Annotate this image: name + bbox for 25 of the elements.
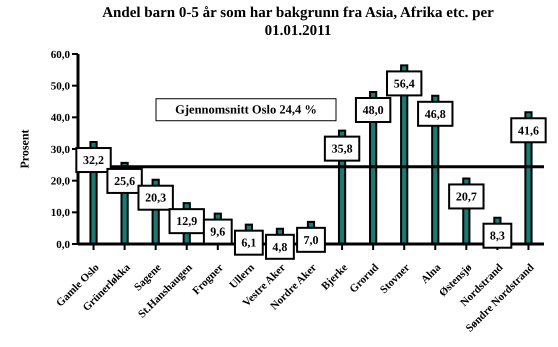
data-label: 46,8 <box>424 106 446 121</box>
y-tick-label: 50,0 <box>50 80 70 93</box>
data-label: 12,9 <box>176 214 198 228</box>
data-label: 25,6 <box>114 174 136 188</box>
y-tick-label: 0,0 <box>56 238 70 251</box>
y-tick-label: 40,0 <box>50 112 70 124</box>
y-axis-title: Prosent <box>17 129 32 169</box>
data-label: 9,6 <box>210 224 226 239</box>
data-label: 6,1 <box>241 236 256 250</box>
data-label: 41,6 <box>518 123 539 138</box>
y-tick-label: 20,0 <box>50 176 70 188</box>
data-label: 48,0 <box>362 103 384 117</box>
data-label: 56,4 <box>394 76 415 90</box>
data-label: 8,3 <box>490 228 505 243</box>
y-tick-label: 30,0 <box>50 144 70 156</box>
y-tick-label: 60,0 <box>50 48 70 61</box>
data-label: 4,8 <box>272 240 288 254</box>
data-label: 32,2 <box>83 153 104 168</box>
y-tick-label: 10,0 <box>50 207 70 220</box>
chart-title: Andel barn 0-5 år som har bakgrunn fra Asia, Afrika etc. per 01.01.2011 <box>101 4 495 40</box>
data-label: 35,8 <box>332 142 353 156</box>
data-label: 20,3 <box>145 190 166 205</box>
data-label: 7,0 <box>304 232 318 247</box>
ref-line-label: Gjennomsnitt Oslo 24,4 % <box>175 102 317 117</box>
data-label: 20,7 <box>456 189 477 204</box>
